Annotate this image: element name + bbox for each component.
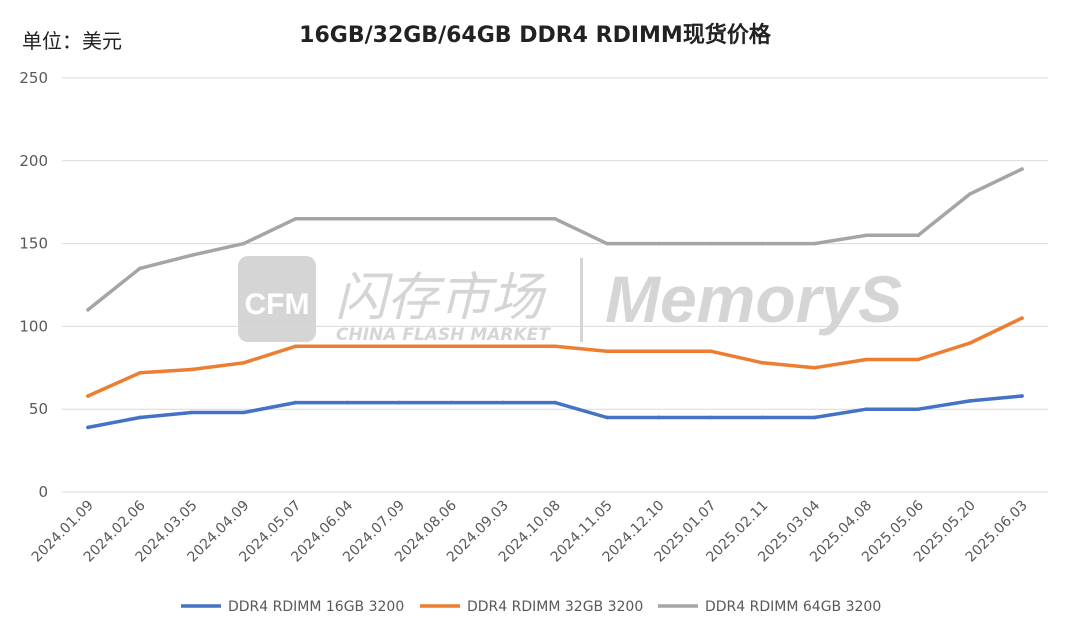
data-point <box>760 241 765 246</box>
data-point <box>864 233 869 238</box>
data-point <box>864 407 869 412</box>
data-point <box>1020 394 1024 398</box>
data-point <box>812 415 817 420</box>
data-point <box>916 407 921 412</box>
data-point <box>812 366 817 370</box>
data-point <box>553 400 557 405</box>
data-point <box>345 344 350 349</box>
data-point <box>1020 316 1024 320</box>
data-point <box>708 241 713 246</box>
legend-label: DDR4 RDIMM 32GB 3200 <box>467 599 643 615</box>
data-point <box>397 400 402 405</box>
y-tick-label: 150 <box>19 235 48 253</box>
y-tick-label: 100 <box>19 317 48 335</box>
data-point <box>501 400 505 405</box>
watermark: CFM 闪存市场 CHINA FLASH MARKET MemoryS <box>238 256 902 345</box>
data-point <box>345 400 350 405</box>
data-point <box>449 400 454 405</box>
legend-label: DDR4 RDIMM 64GB 3200 <box>705 599 881 615</box>
data-point <box>241 241 246 246</box>
data-point <box>241 361 246 365</box>
y-axis-ticks: 0 50 100 150 200 250 <box>19 69 48 501</box>
data-point <box>916 233 921 238</box>
x-axis-ticks: 2024.01.092024.02.062024.03.052024.04.09… <box>29 497 1031 565</box>
data-point <box>968 192 972 196</box>
data-point <box>86 394 90 398</box>
data-point <box>449 344 454 349</box>
data-point <box>760 361 765 365</box>
y-tick-label: 200 <box>19 152 48 170</box>
y-tick-label: 0 <box>38 483 48 501</box>
legend: DDR4 RDIMM 16GB 3200 DDR4 RDIMM 32GB 3200… <box>181 599 881 615</box>
data-point <box>86 308 90 312</box>
data-point <box>138 370 142 375</box>
data-point <box>501 216 505 221</box>
watermark-logo-box <box>238 256 316 342</box>
data-point <box>189 410 194 415</box>
data-point <box>656 241 661 246</box>
data-point <box>501 344 505 349</box>
data-point <box>189 367 194 372</box>
data-point <box>812 241 817 246</box>
y-tick-label: 250 <box>19 69 48 87</box>
data-point <box>656 415 661 420</box>
data-point <box>968 341 972 345</box>
data-point <box>916 357 921 362</box>
data-point <box>968 399 972 403</box>
data-point <box>656 349 661 354</box>
watermark-cn-text: 闪存市场 <box>335 268 547 328</box>
data-point <box>189 253 194 257</box>
series-lines <box>86 167 1024 430</box>
data-point <box>138 415 142 420</box>
unit-label: 单位：美元 <box>22 29 122 53</box>
data-point <box>293 344 298 349</box>
data-point <box>760 415 765 420</box>
data-point <box>397 344 402 349</box>
data-point <box>553 216 557 221</box>
data-point <box>605 415 609 420</box>
y-tick-label: 50 <box>29 400 48 418</box>
legend-label: DDR4 RDIMM 16GB 3200 <box>228 599 404 615</box>
series-line-0 <box>86 394 1024 430</box>
data-point <box>864 357 869 362</box>
gridlines <box>62 77 1048 493</box>
data-point <box>86 425 90 430</box>
data-point <box>708 349 713 354</box>
data-point <box>138 266 142 271</box>
data-point <box>241 410 246 415</box>
watermark-brand-text: MemoryS <box>605 262 902 336</box>
data-point <box>605 241 609 246</box>
watermark-divider <box>580 258 583 342</box>
chart-title: 16GB/32GB/64GB DDR4 RDIMM现货价格 <box>299 22 772 48</box>
watermark-logo-text: CFM <box>245 288 310 321</box>
data-point <box>293 400 298 405</box>
data-point <box>605 349 609 354</box>
data-point <box>708 415 713 420</box>
data-point <box>553 344 557 349</box>
data-point <box>1020 167 1024 171</box>
data-point <box>345 216 350 221</box>
watermark-en-text: CHINA FLASH MARKET <box>336 325 551 345</box>
data-point <box>449 216 454 221</box>
data-point <box>293 216 298 221</box>
data-point <box>397 216 402 221</box>
